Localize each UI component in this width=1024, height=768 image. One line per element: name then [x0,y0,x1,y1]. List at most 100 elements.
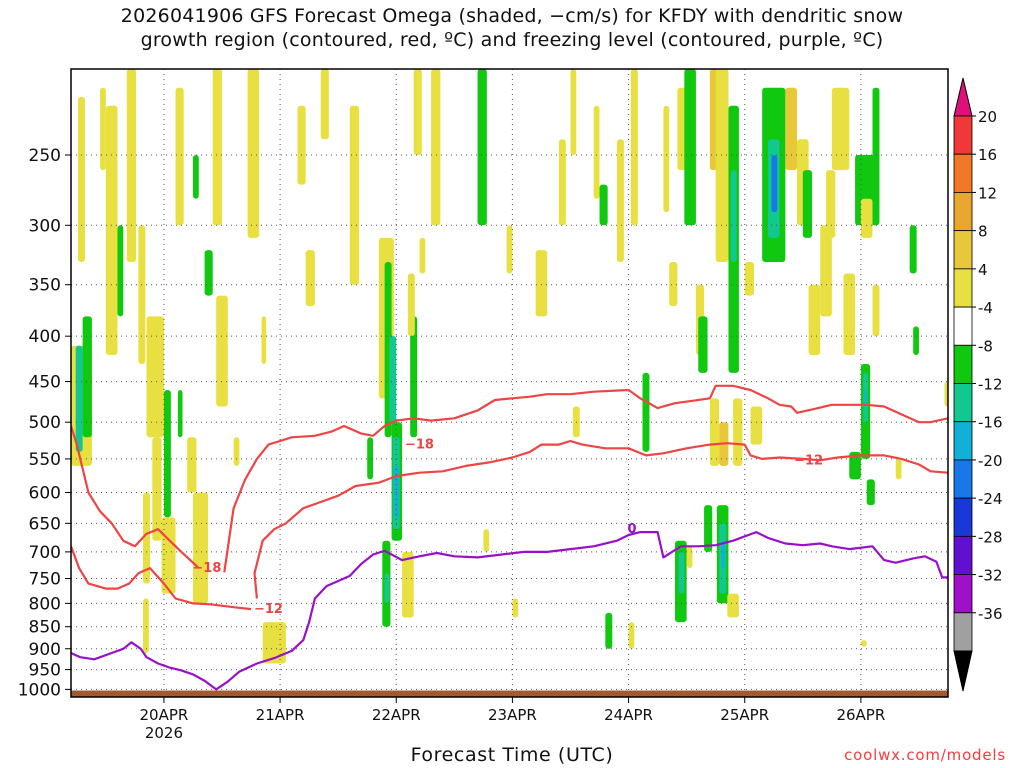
colorbar-label: 8 [978,223,988,241]
omega-cell [872,87,880,226]
omega-cell [247,69,260,238]
omega-cell [506,225,513,274]
omega-cell [177,390,183,438]
omega-cell [727,593,739,618]
omega-cell [349,105,360,285]
omega-cell [187,437,197,493]
colorbar-top-arrow [953,77,973,117]
colorbar-segment [953,306,973,346]
omega-cell [105,105,118,355]
omega-cell [384,573,390,604]
omega-cell [831,87,850,171]
omega-cell [771,155,778,213]
colorbar-label: 4 [978,261,988,279]
omega-cell [570,69,577,156]
colorbar-segment [953,383,973,423]
omega-cell [367,437,374,480]
colorbar-label: 20 [978,108,997,126]
colorbar-bottom-arrow [953,650,973,692]
omega-cell [913,326,919,355]
omega-cell [802,170,813,238]
omega-cell [715,69,729,263]
omega-cell [849,451,861,480]
colorbar-label: -32 [978,567,1003,585]
omega-cell [77,96,85,263]
colorbar-segment [953,268,973,308]
colorbar-label: 16 [978,146,997,164]
omega-cell [143,492,150,584]
colorbar-label: -20 [978,452,1003,470]
plot-frame [70,68,949,698]
omega-cell [262,622,286,664]
contour-0 [71,531,948,691]
colorbar-segment [953,535,973,575]
omega-cell [126,69,137,263]
contour-label: −18 [192,561,221,576]
y-tick-label: 650 [29,514,61,534]
chart-title: 2026041906 GFS Forecast Omega (shaded, −… [120,5,904,51]
omega-cell [431,69,441,226]
y-tick-label: 700 [29,543,61,563]
omega-cell [212,69,223,226]
omega-cell [599,184,608,226]
omega-cell [100,87,106,171]
x-axis-label: Forecast Time (UTC) [410,744,614,766]
y-tick-label: 750 [29,569,61,589]
omega-cell [410,316,418,438]
omega-cell [642,372,650,452]
omega-cell [730,170,737,263]
omega-cell [389,336,397,423]
omega-cell [483,529,490,552]
omega-cell [393,465,399,518]
omega-cell [630,69,638,226]
ground-layer [71,690,948,697]
omega-cell [138,225,146,365]
y-tick-label: 350 [29,276,61,296]
colorbar-label: -24 [978,490,1003,508]
omega-cell [117,225,124,317]
omega-cell [750,406,763,445]
omega-cell [733,398,743,466]
omega-cell [843,273,856,355]
omega-cell [477,69,487,226]
colorbar-segment [953,115,973,155]
omega-cell [146,316,164,438]
x-tick-label: 20APR [140,706,189,724]
omega-cell [909,225,917,274]
contour--12-second-segment [253,439,948,599]
x-tick-label: 21APR [256,706,305,724]
omega-cell [944,381,948,407]
x-tick-label: 26APR [836,706,885,724]
omega-cell [192,155,199,199]
contour-lines: −18 −12 −18 −12 0 [71,384,948,691]
omega-cell [709,398,720,466]
y-tick-label: 800 [29,594,61,614]
omega-cell [192,492,209,604]
y-tick-label: 600 [29,483,61,503]
omega-cell [152,437,162,541]
contour-label: −18 [405,438,434,453]
colorbar-label: -4 [978,299,993,317]
colorbar-segment [953,612,973,652]
omega-cell [785,87,797,171]
ground-fill [71,690,948,697]
omega-cell [512,598,519,618]
omega-cell [684,69,696,226]
y-tick-label: 900 [29,640,61,660]
colorbar-label: -16 [978,414,1003,432]
omega-cell [895,458,902,480]
omega-cell [721,540,725,569]
contour--18-second-segment [223,384,948,573]
contour--18 [71,425,200,569]
contour-label: 0 [628,522,637,537]
credit-link[interactable]: coolwx.com/models [844,746,1006,764]
omega-cell [535,250,548,317]
omega-cell [808,284,821,355]
colorbar-label: -12 [978,376,1003,394]
omega-cell [628,622,635,649]
omega-cell [593,105,600,199]
omega-cell [744,262,755,296]
y-tick-label: 400 [29,327,61,347]
